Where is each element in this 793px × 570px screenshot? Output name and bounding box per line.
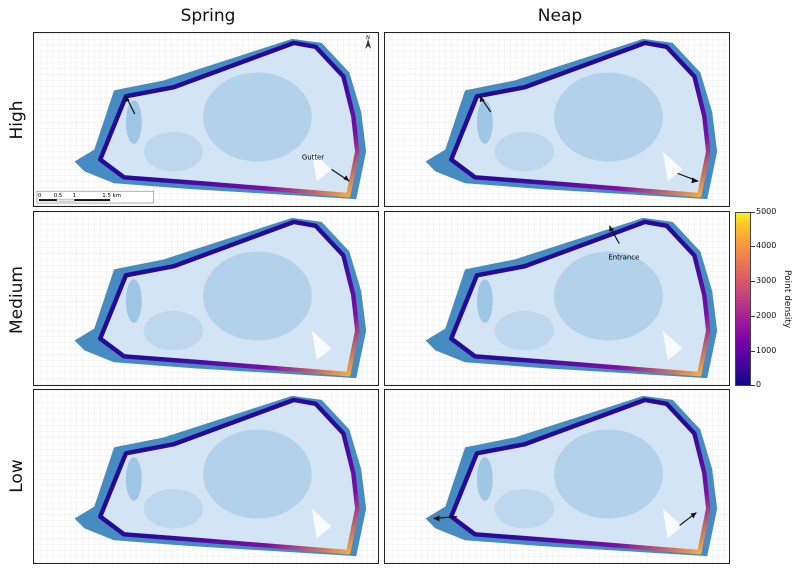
svg-text:0.5: 0.5	[54, 193, 63, 199]
north-arrow-icon: N	[365, 35, 372, 49]
pointer-arrow	[433, 515, 458, 522]
map-panel-low-neap	[384, 389, 730, 564]
pointer-arrow	[479, 95, 492, 113]
row-title-medium: Medium	[7, 266, 27, 334]
colorbar-tick: 0	[756, 380, 762, 389]
colorbar	[735, 212, 751, 386]
pointer-arrow	[679, 512, 697, 526]
colorbar-tick: 5000	[756, 207, 777, 216]
colorbar-tick: 1000	[756, 346, 777, 355]
colorbar-label: Point density	[782, 270, 792, 329]
svg-text:N: N	[366, 35, 370, 41]
map-panel-medium-spring	[33, 211, 379, 386]
map-panel-high-neap	[384, 32, 730, 207]
map-panel-medium-neap: Entrance	[384, 211, 730, 386]
svg-text:1: 1	[73, 193, 76, 199]
colorbar-tick: 4000	[756, 241, 777, 250]
row-title-low: Low	[7, 459, 27, 493]
svg-text:Gutter: Gutter	[302, 154, 324, 162]
scale-bar: 0 0.5 1 1.5 km	[36, 190, 154, 204]
row-title-high: High	[7, 100, 27, 140]
map-panel-high-spring: N 0 0.5 1 1.5 km Gutter	[33, 32, 379, 207]
colorbar-tick: 2000	[756, 311, 777, 320]
svg-text:1.5 km: 1.5 km	[102, 193, 121, 199]
colorbar-tick: 3000	[756, 276, 777, 285]
column-title-neap: Neap	[537, 6, 583, 26]
pointer-arrow	[124, 96, 136, 115]
gutter-arrow: Gutter	[302, 154, 350, 182]
entrance-arrow: Entrance	[608, 225, 639, 261]
svg-text:Entrance: Entrance	[608, 253, 639, 261]
svg-text:0: 0	[38, 193, 42, 199]
map-panel-low-spring	[33, 389, 379, 564]
column-title-spring: Spring	[180, 6, 236, 26]
